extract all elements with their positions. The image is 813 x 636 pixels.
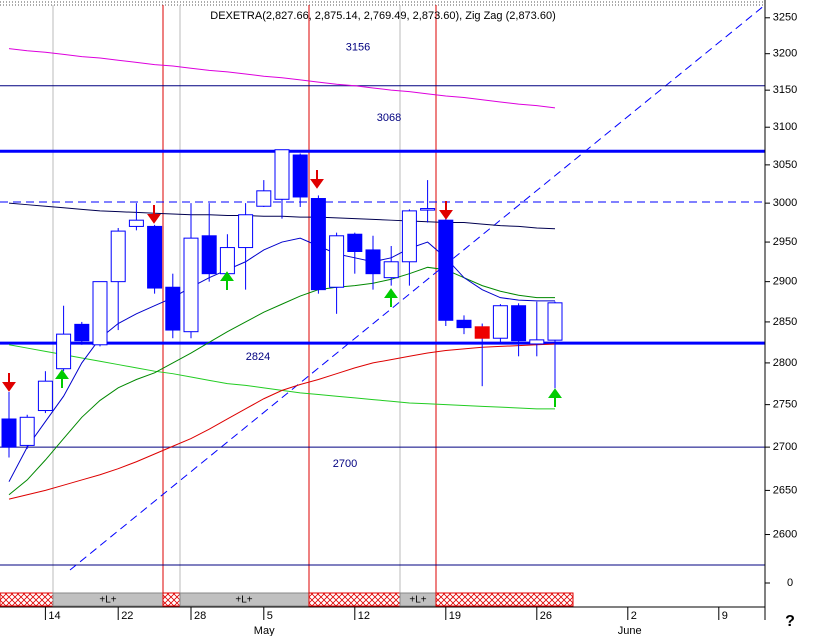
x-tick-label: 28 <box>194 610 206 622</box>
y-tick-label: 2750 <box>773 399 797 411</box>
candle-body <box>547 302 563 341</box>
y-tick-label: 3100 <box>773 121 797 133</box>
month-label: June <box>618 625 642 636</box>
x-tick-label: 9 <box>722 610 728 622</box>
y-tick-label: 3150 <box>773 84 797 96</box>
candle-body <box>110 230 126 283</box>
candle-body <box>219 247 235 275</box>
x-tick-label: 14 <box>48 610 60 622</box>
candle-body <box>401 210 417 263</box>
candle-body <box>438 219 454 321</box>
x-tick-label: 26 <box>540 610 552 622</box>
candle-body <box>256 190 272 207</box>
candle-body <box>1 418 17 448</box>
candle-body <box>511 305 527 342</box>
y-tick-label: 2800 <box>773 357 797 369</box>
candle-body <box>183 237 199 333</box>
candle-body <box>74 323 90 342</box>
y-tick-label: 2700 <box>773 441 797 453</box>
x-tick-label: 22 <box>121 610 133 622</box>
candle-body <box>456 319 472 329</box>
y-tick-label: 2650 <box>773 484 797 496</box>
level-label: 3068 <box>377 112 401 124</box>
candle-body <box>19 416 35 446</box>
candle-body <box>310 198 326 291</box>
y-tick-label: 3000 <box>773 197 797 209</box>
candle-body <box>329 235 345 288</box>
candle-body <box>92 281 108 346</box>
candle-body <box>474 326 490 339</box>
y-tick-label: 3200 <box>773 48 797 60</box>
candle-body <box>365 249 381 275</box>
candle-body <box>56 333 72 370</box>
candle-body <box>37 380 53 412</box>
candle-body <box>201 235 217 275</box>
indicator-line <box>8 343 556 500</box>
candle-body <box>492 305 508 339</box>
y-tick-label: 3250 <box>773 12 797 24</box>
y-tick-label: 0 <box>787 577 793 589</box>
indicator-line <box>8 48 556 109</box>
level-label: 2824 <box>246 351 270 363</box>
month-label: May <box>254 625 275 636</box>
y-tick-label: 3050 <box>773 159 797 171</box>
candle-body <box>347 233 363 253</box>
strip-label: +L+ <box>235 595 252 606</box>
help-icon[interactable]: ? <box>785 613 795 630</box>
level-label: 3156 <box>346 42 370 54</box>
candle-body <box>383 261 399 279</box>
chart-title: DEXETRA(2,827.66, 2,875.14, 2,769.49, 2,… <box>210 10 556 22</box>
x-tick-label: 2 <box>631 610 637 622</box>
candle-body <box>238 214 254 249</box>
y-tick-label: 2950 <box>773 236 797 248</box>
candle-body <box>274 149 290 200</box>
strip-label: +L+ <box>409 595 426 606</box>
vertical-lines <box>52 5 437 593</box>
level-label: 2700 <box>333 458 357 470</box>
signal-strip: +L+ +L+ +L+ <box>0 592 574 607</box>
candle-body <box>165 286 181 331</box>
plot <box>0 48 765 500</box>
candle-body <box>128 219 144 227</box>
x-tick-label: 12 <box>358 610 370 622</box>
y-tick-label: 2850 <box>773 316 797 328</box>
candle-body <box>147 225 163 289</box>
x-tick-label: 19 <box>449 610 461 622</box>
candle-body <box>292 154 308 198</box>
candle-body <box>420 208 436 211</box>
candle-body <box>529 339 545 345</box>
y-tick-label: 2600 <box>773 528 797 540</box>
x-tick-label: 5 <box>267 610 273 622</box>
signal-arrows <box>2 170 562 407</box>
y-tick-label: 2900 <box>773 276 797 288</box>
strip-label: +L+ <box>99 595 116 606</box>
trend-line <box>69 4 766 571</box>
